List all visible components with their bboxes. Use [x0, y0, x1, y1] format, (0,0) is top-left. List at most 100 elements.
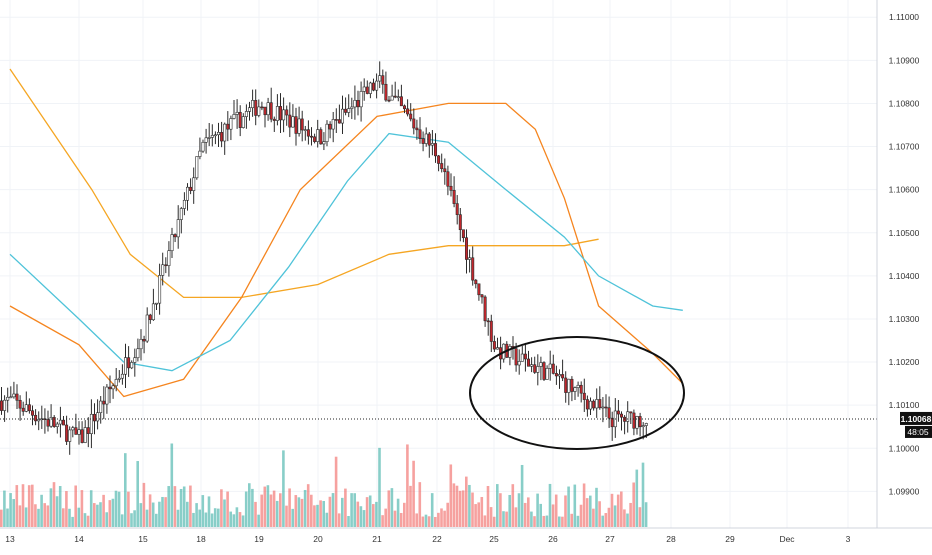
- price-axis-bg: [877, 0, 932, 550]
- candle: [96, 412, 100, 422]
- volume-bar: [306, 484, 310, 527]
- volume-bar: [288, 488, 291, 527]
- candle: [133, 357, 137, 363]
- volume-bar: [136, 461, 139, 527]
- volume-bar: [409, 485, 412, 527]
- volume-bar: [170, 443, 174, 527]
- candle: [582, 392, 586, 400]
- volume-bar: [623, 509, 626, 527]
- annotation-ellipse[interactable]: [469, 336, 685, 450]
- drawn-ellipse-annotation[interactable]: [469, 336, 685, 450]
- candle: [406, 108, 410, 115]
- volume-bar: [55, 496, 59, 527]
- candle: [564, 377, 568, 393]
- volume-bar: [415, 513, 418, 527]
- volume-bar: [232, 514, 236, 527]
- candle: [204, 137, 208, 143]
- candle: [297, 118, 301, 134]
- volume-bar: [558, 516, 561, 527]
- volume-bar: [427, 516, 431, 527]
- time-tick-label: 13: [5, 534, 15, 544]
- candle: [99, 400, 103, 413]
- candle: [601, 406, 605, 409]
- volume-bar: [511, 484, 515, 527]
- volume-bar: [430, 493, 434, 527]
- volume-bar: [238, 512, 242, 527]
- candle: [158, 275, 162, 304]
- volume-bar: [74, 485, 77, 527]
- candle: [579, 384, 583, 394]
- candle: [347, 108, 351, 113]
- candle: [93, 413, 97, 422]
- price-tick-label: 1.10700: [889, 142, 920, 152]
- volume-bar: [347, 516, 350, 527]
- volume-bar: [0, 509, 3, 527]
- candle: [325, 123, 329, 142]
- volume-bar: [244, 491, 248, 527]
- candle: [65, 424, 69, 442]
- candle: [111, 385, 115, 390]
- time-axis[interactable]: 13 14 15 18 19 20 21 22 25 26 27 28 29 Dec 3: [0, 527, 932, 550]
- volume-bar: [344, 488, 347, 527]
- candle: [585, 399, 589, 410]
- candle: [384, 83, 388, 101]
- candle: [217, 132, 221, 136]
- candle: [610, 417, 614, 428]
- volume-bar: [325, 512, 329, 527]
- time-tick-label: 26: [548, 534, 558, 544]
- candle: [248, 107, 252, 112]
- candle: [120, 373, 124, 379]
- candle: [393, 95, 397, 98]
- volume-bar: [561, 516, 564, 527]
- volume-bar: [173, 486, 177, 527]
- time-tick-label: 14: [74, 534, 84, 544]
- candle: [43, 418, 47, 421]
- volume-bar: [37, 508, 40, 527]
- candle: [598, 399, 602, 409]
- candle: [86, 427, 90, 434]
- volume-bar: [527, 497, 530, 527]
- volume-bar: [576, 515, 580, 527]
- volume-bar: [406, 444, 409, 527]
- candle: [409, 113, 413, 120]
- countdown-badge: [905, 425, 932, 438]
- volume-bar: [341, 497, 344, 527]
- price-axis[interactable]: 1.09900 1.10000 1.10100 1.10200 1.10300 1.104…: [876, 0, 932, 550]
- volume-bar: [322, 500, 325, 527]
- candle: [412, 118, 416, 129]
- volume-bar: [80, 490, 84, 527]
- candle: [477, 283, 481, 296]
- volume-bar: [300, 498, 304, 527]
- candle: [55, 423, 59, 427]
- candle: [530, 364, 534, 367]
- candle: [350, 106, 354, 109]
- candle: [179, 208, 183, 220]
- candle: [12, 393, 16, 398]
- candle: [322, 141, 326, 145]
- volume-bar: [434, 516, 437, 527]
- volume-bar: [108, 500, 112, 527]
- volume-bar: [198, 509, 201, 527]
- candle: [508, 346, 512, 358]
- candle: [3, 399, 7, 411]
- candle: [285, 109, 289, 116]
- volume-bar: [483, 515, 487, 527]
- candle: [30, 410, 34, 416]
- candle: [375, 80, 379, 91]
- volume-bar: [334, 456, 338, 527]
- candle: [269, 102, 273, 120]
- volume-bar: [291, 508, 294, 527]
- volume-bar: [390, 488, 394, 527]
- candle: [353, 100, 357, 108]
- time-tick-label: 27: [605, 534, 615, 544]
- time-tick-label: 18: [196, 534, 206, 544]
- volume-bar: [229, 511, 232, 527]
- candle: [151, 303, 155, 321]
- candle: [313, 136, 317, 142]
- candle: [182, 199, 186, 209]
- candle: [300, 118, 304, 131]
- volume-bar: [387, 490, 391, 527]
- volume-bar: [604, 513, 608, 527]
- volume-bar: [375, 501, 378, 527]
